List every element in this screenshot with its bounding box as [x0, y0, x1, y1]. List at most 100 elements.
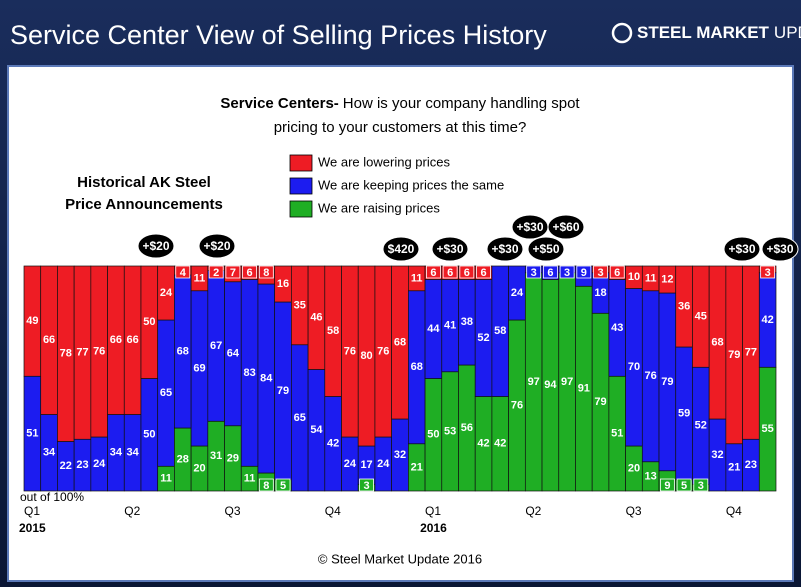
data-label: 21: [411, 461, 423, 473]
data-label: 65: [294, 412, 306, 424]
label-box: [526, 265, 542, 279]
annotation: +$20: [203, 239, 230, 253]
data-label: 76: [645, 370, 657, 382]
data-label: 70: [628, 361, 640, 373]
data-label: 24: [511, 287, 524, 299]
data-label: 41: [444, 320, 456, 332]
data-label: 2: [213, 267, 219, 279]
data-label: 76: [377, 345, 389, 357]
data-label: 6: [480, 267, 486, 279]
annotation-bubble: [486, 236, 524, 262]
data-label: 52: [477, 332, 489, 344]
data-label: 23: [745, 459, 757, 471]
data-label: 22: [60, 460, 72, 472]
x-tick-label: Q2: [124, 504, 140, 518]
data-label: 28: [177, 453, 189, 465]
data-label: 53: [444, 425, 456, 437]
data-label: 11: [194, 272, 206, 284]
annotation: +$30: [766, 242, 793, 256]
data-label: 56: [461, 422, 473, 434]
data-label: 6: [430, 267, 436, 279]
data-label: 23: [76, 459, 88, 471]
data-label: 20: [628, 462, 640, 474]
data-label: 3: [364, 480, 370, 492]
data-label: 17: [360, 459, 372, 471]
data-label: 9: [581, 267, 587, 279]
annotation-bubble: [198, 233, 236, 259]
data-label: 3: [531, 267, 537, 279]
x-tick-label: Q4: [325, 504, 341, 518]
data-label: 7: [230, 267, 236, 279]
data-label: 77: [76, 347, 88, 359]
data-label: 50: [143, 316, 155, 328]
legend-swatch: [289, 154, 313, 172]
data-label: 34: [126, 447, 139, 459]
data-label: 24: [93, 458, 106, 470]
data-label: 6: [614, 267, 620, 279]
data-label: 35: [294, 299, 306, 311]
data-label: 31: [210, 450, 222, 462]
subtitle-text: How is your company handling spot: [343, 95, 581, 112]
data-label: 11: [645, 272, 657, 284]
data-label: 79: [728, 349, 740, 361]
label-box: [225, 265, 241, 279]
data-label: 24: [344, 458, 357, 470]
label-box: [559, 265, 575, 279]
data-label: 42: [477, 438, 489, 450]
label-box: [359, 478, 374, 492]
data-label: 29: [227, 452, 239, 464]
data-label: 49: [26, 315, 38, 327]
data-label: 46: [310, 312, 322, 324]
annotation: +$30: [516, 220, 543, 234]
legend-swatch: [289, 177, 313, 195]
data-label: 68: [711, 336, 723, 348]
annotation-title: Price Announcements: [65, 196, 223, 213]
data-label: 52: [695, 420, 707, 432]
data-label: 84: [260, 372, 273, 384]
data-label: 97: [528, 376, 540, 388]
annotation: +$20: [142, 239, 169, 253]
x-tick-label: Q4: [726, 504, 742, 518]
subtitle-text: pricing to your customers at this time?: [274, 119, 527, 136]
subtitle-lead: Service Centers-: [220, 95, 338, 112]
logo-light: UPDATE: [774, 23, 801, 42]
label-box: [576, 265, 592, 279]
data-label: 11: [411, 272, 423, 284]
data-label: 36: [678, 300, 690, 312]
data-label: 3: [765, 267, 771, 279]
x-tick-label: Q2: [525, 504, 541, 518]
data-label: 79: [594, 396, 606, 408]
data-label: 59: [678, 407, 690, 419]
data-label: 97: [561, 376, 573, 388]
label-box: [242, 265, 258, 279]
data-label: 13: [645, 470, 657, 482]
annotation-bubble: [547, 214, 585, 240]
data-label: 32: [711, 449, 723, 461]
data-label: 3: [698, 480, 704, 492]
label-box: [175, 265, 191, 279]
data-label: 24: [160, 287, 173, 299]
data-label: 66: [126, 334, 138, 346]
data-label: 8: [263, 480, 269, 492]
data-label: 5: [280, 480, 286, 492]
annotation: +$30: [728, 242, 755, 256]
annotation-title: Historical AK Steel: [77, 174, 211, 191]
legend-swatch: [289, 200, 313, 218]
data-label: 8: [263, 267, 269, 279]
data-label: 79: [277, 385, 289, 397]
x-tick-label: Q1: [425, 504, 441, 518]
data-label: 20: [193, 462, 205, 474]
data-label: 50: [427, 429, 439, 441]
data-label: 45: [695, 311, 707, 323]
label-box: [593, 265, 608, 279]
page-title: Service Center View of Selling Prices Hi…: [10, 20, 547, 50]
legend-label: We are raising prices: [318, 200, 440, 215]
label-box: [258, 265, 274, 279]
data-label: 54: [310, 424, 323, 436]
data-label: 16: [277, 278, 289, 290]
data-label: 3: [564, 267, 570, 279]
label-box: [208, 265, 224, 279]
data-label: 34: [110, 447, 123, 459]
annotation: $420: [388, 242, 415, 256]
